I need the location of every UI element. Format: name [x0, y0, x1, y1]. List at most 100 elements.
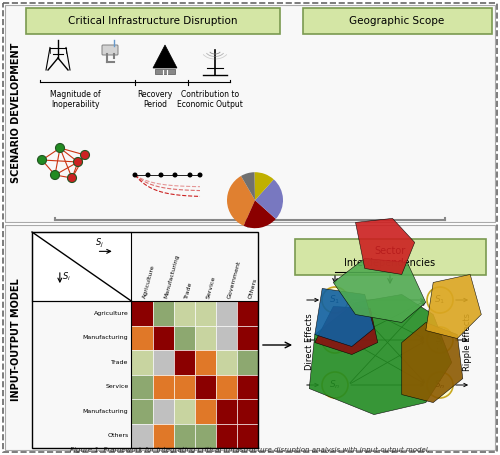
- FancyBboxPatch shape: [295, 239, 486, 275]
- Text: $S_j$: $S_j$: [94, 237, 104, 250]
- Text: Manufacturing: Manufacturing: [83, 409, 128, 414]
- Text: Ripple Effects: Ripple Effects: [462, 313, 471, 371]
- Polygon shape: [356, 218, 414, 274]
- Text: · · ·: · · ·: [436, 336, 444, 349]
- FancyBboxPatch shape: [26, 8, 280, 34]
- Polygon shape: [402, 323, 463, 403]
- Text: Critical Infrastructure Disruption: Critical Infrastructure Disruption: [68, 16, 238, 26]
- Text: $S_j$: $S_j$: [436, 334, 444, 347]
- Text: Government: Government: [226, 260, 242, 299]
- Text: $S_n$: $S_n$: [330, 379, 340, 391]
- Bar: [132, 326, 152, 350]
- Bar: [194, 301, 216, 326]
- Text: Trade: Trade: [184, 281, 194, 299]
- Bar: [194, 424, 216, 448]
- Bar: [174, 326, 195, 350]
- Bar: [216, 301, 237, 326]
- Bar: [174, 399, 195, 424]
- Text: Figure 1. Framework for integrating critical infrastructure disruption analysis : Figure 1. Framework for integrating crit…: [70, 447, 430, 453]
- Text: Contribution to
Economic Output: Contribution to Economic Output: [177, 90, 243, 109]
- Polygon shape: [153, 45, 177, 68]
- Bar: [132, 424, 152, 448]
- Text: Sector
Interdependencies: Sector Interdependencies: [344, 246, 436, 268]
- Text: · · ·: · · ·: [330, 336, 340, 349]
- Bar: [174, 301, 195, 326]
- Text: $S_1$: $S_1$: [330, 294, 340, 306]
- Wedge shape: [255, 179, 283, 219]
- FancyBboxPatch shape: [3, 3, 497, 452]
- Text: $S_1$: $S_1$: [434, 294, 446, 306]
- Bar: [216, 399, 237, 424]
- Circle shape: [172, 172, 178, 177]
- Circle shape: [322, 287, 348, 313]
- Bar: [194, 399, 216, 424]
- Bar: [174, 424, 195, 448]
- Wedge shape: [227, 176, 255, 226]
- Circle shape: [322, 372, 348, 398]
- Text: Service: Service: [105, 384, 128, 389]
- Bar: [237, 424, 258, 448]
- Bar: [132, 399, 152, 424]
- FancyBboxPatch shape: [102, 45, 118, 55]
- FancyBboxPatch shape: [32, 232, 132, 301]
- Wedge shape: [241, 172, 255, 200]
- Text: Others: Others: [107, 433, 128, 438]
- Bar: [132, 301, 152, 326]
- Circle shape: [188, 172, 192, 177]
- Text: $S_i$: $S_i$: [330, 334, 340, 346]
- Circle shape: [427, 327, 453, 353]
- Text: Recovery
Period: Recovery Period: [138, 90, 172, 109]
- Text: $S_n$: $S_n$: [434, 379, 446, 391]
- Bar: [216, 326, 237, 350]
- Circle shape: [68, 173, 76, 182]
- FancyBboxPatch shape: [155, 69, 175, 74]
- Polygon shape: [334, 258, 426, 323]
- Text: INPUT-OUTPUT MODEL: INPUT-OUTPUT MODEL: [11, 278, 21, 401]
- Bar: [194, 326, 216, 350]
- Text: $S_i$: $S_i$: [62, 270, 71, 283]
- Bar: [216, 374, 237, 399]
- Bar: [152, 374, 174, 399]
- Circle shape: [74, 157, 82, 167]
- FancyBboxPatch shape: [5, 5, 495, 222]
- Polygon shape: [309, 294, 452, 415]
- Circle shape: [198, 172, 202, 177]
- Text: SCENARIO DEVELOPMENT: SCENARIO DEVELOPMENT: [11, 43, 21, 183]
- Bar: [237, 399, 258, 424]
- Bar: [174, 350, 195, 374]
- Bar: [216, 350, 237, 374]
- Text: Magnitude of
Inoperability: Magnitude of Inoperability: [50, 90, 100, 109]
- Circle shape: [132, 172, 138, 177]
- Circle shape: [80, 151, 90, 160]
- FancyBboxPatch shape: [303, 8, 492, 34]
- Bar: [194, 374, 216, 399]
- Circle shape: [38, 156, 46, 165]
- Bar: [152, 326, 174, 350]
- Circle shape: [146, 172, 150, 177]
- Wedge shape: [254, 172, 274, 200]
- Bar: [132, 374, 152, 399]
- Text: Direct Effects: Direct Effects: [306, 313, 314, 370]
- Text: Others: Others: [248, 277, 258, 299]
- Circle shape: [50, 171, 59, 180]
- Polygon shape: [315, 288, 374, 347]
- Bar: [237, 326, 258, 350]
- Circle shape: [322, 327, 348, 353]
- Bar: [237, 350, 258, 374]
- Bar: [216, 424, 237, 448]
- Bar: [152, 424, 174, 448]
- Circle shape: [56, 143, 64, 152]
- Circle shape: [427, 287, 453, 313]
- Wedge shape: [244, 200, 276, 228]
- Polygon shape: [315, 307, 378, 354]
- Circle shape: [158, 172, 164, 177]
- Bar: [194, 350, 216, 374]
- Text: Agriculture: Agriculture: [142, 264, 156, 299]
- Text: Geographic Scope: Geographic Scope: [350, 16, 444, 26]
- Bar: [174, 374, 195, 399]
- Text: Trade: Trade: [111, 360, 128, 365]
- Text: Manufacturing: Manufacturing: [83, 335, 128, 340]
- Bar: [152, 301, 174, 326]
- Bar: [152, 399, 174, 424]
- Bar: [237, 374, 258, 399]
